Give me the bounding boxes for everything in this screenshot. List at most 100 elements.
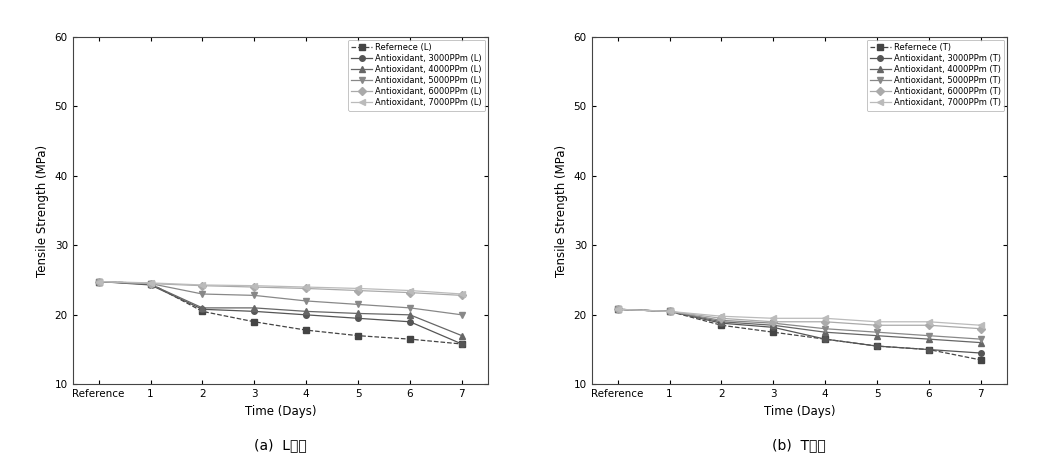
Antioxidant, 5000PPm (T) <box>975 336 987 342</box>
Line: Antioxidant, 5000PPm (L): Antioxidant, 5000PPm (L) <box>95 279 465 318</box>
Antioxidant, 3000PPm (T) <box>663 308 676 314</box>
Antioxidant, 6000PPm (L) <box>144 281 157 286</box>
Antioxidant, 3000PPm (T) <box>975 350 987 356</box>
Refernece (T) <box>975 357 987 363</box>
Antioxidant, 7000PPm (L) <box>196 282 209 288</box>
X-axis label: Time (Days): Time (Days) <box>245 405 316 418</box>
Antioxidant, 7000PPm (L) <box>404 288 416 294</box>
Text: (a)  L방향: (a) L방향 <box>254 438 306 452</box>
Refernece (L) <box>196 308 209 314</box>
Antioxidant, 7000PPm (L) <box>92 279 105 284</box>
Legend: Refernece (T), Antioxidant, 3000PPm (T), Antioxidant, 4000PPm (T), Antioxidant, : Refernece (T), Antioxidant, 3000PPm (T),… <box>867 39 1005 111</box>
X-axis label: Time (Days): Time (Days) <box>764 405 835 418</box>
Antioxidant, 5000PPm (L) <box>144 281 157 286</box>
Antioxidant, 7000PPm (L) <box>456 291 468 297</box>
Line: Antioxidant, 6000PPm (T): Antioxidant, 6000PPm (T) <box>614 307 984 332</box>
Line: Antioxidant, 3000PPm (T): Antioxidant, 3000PPm (T) <box>614 307 984 356</box>
Refernece (L) <box>248 319 261 325</box>
Refernece (L) <box>404 336 416 342</box>
Antioxidant, 6000PPm (L) <box>300 286 312 291</box>
Antioxidant, 3000PPm (L) <box>404 319 416 325</box>
Antioxidant, 4000PPm (L) <box>300 308 312 314</box>
Refernece (T) <box>819 336 831 342</box>
Legend: Refernece (L), Antioxidant, 3000PPm (L), Antioxidant, 4000PPm (L), Antioxidant, : Refernece (L), Antioxidant, 3000PPm (L),… <box>348 39 486 111</box>
Refernece (T) <box>715 322 728 328</box>
Antioxidant, 6000PPm (T) <box>871 322 883 328</box>
Antioxidant, 7000PPm (T) <box>975 322 987 328</box>
Antioxidant, 4000PPm (T) <box>663 308 676 314</box>
Refernece (T) <box>611 307 624 312</box>
Antioxidant, 6000PPm (L) <box>248 284 261 290</box>
Antioxidant, 5000PPm (T) <box>871 330 883 335</box>
Antioxidant, 3000PPm (T) <box>819 336 831 342</box>
Refernece (L) <box>92 279 105 284</box>
Antioxidant, 4000PPm (T) <box>819 330 831 335</box>
Antioxidant, 7000PPm (L) <box>144 280 157 286</box>
Antioxidant, 6000PPm (L) <box>196 283 209 288</box>
Antioxidant, 5000PPm (T) <box>923 333 935 338</box>
Line: Refernece (L): Refernece (L) <box>95 279 465 347</box>
Antioxidant, 3000PPm (T) <box>871 343 883 349</box>
Antioxidant, 5000PPm (T) <box>767 320 780 326</box>
Antioxidant, 4000PPm (L) <box>144 282 157 287</box>
Antioxidant, 5000PPm (T) <box>715 318 728 323</box>
Antioxidant, 4000PPm (L) <box>248 305 261 311</box>
Antioxidant, 7000PPm (L) <box>300 284 312 290</box>
Line: Antioxidant, 4000PPm (L): Antioxidant, 4000PPm (L) <box>95 279 465 338</box>
Refernece (T) <box>871 343 883 349</box>
Antioxidant, 3000PPm (L) <box>456 341 468 347</box>
Antioxidant, 7000PPm (L) <box>248 283 261 288</box>
Antioxidant, 4000PPm (L) <box>196 305 209 311</box>
Antioxidant, 3000PPm (L) <box>144 282 157 288</box>
Antioxidant, 5000PPm (L) <box>300 298 312 304</box>
Antioxidant, 6000PPm (L) <box>456 293 468 298</box>
Antioxidant, 5000PPm (L) <box>196 291 209 297</box>
Antioxidant, 5000PPm (L) <box>352 302 364 307</box>
Antioxidant, 4000PPm (T) <box>975 340 987 345</box>
Antioxidant, 4000PPm (T) <box>611 307 624 312</box>
Y-axis label: Tensile Strength (MPa): Tensile Strength (MPa) <box>36 144 49 277</box>
Refernece (L) <box>456 341 468 347</box>
Antioxidant, 5000PPm (L) <box>404 305 416 311</box>
Antioxidant, 7000PPm (T) <box>923 319 935 325</box>
Line: Antioxidant, 4000PPm (T): Antioxidant, 4000PPm (T) <box>614 307 984 345</box>
Antioxidant, 6000PPm (T) <box>611 307 624 312</box>
Antioxidant, 4000PPm (L) <box>456 333 468 338</box>
Line: Antioxidant, 7000PPm (L): Antioxidant, 7000PPm (L) <box>95 279 465 297</box>
Antioxidant, 6000PPm (L) <box>92 279 105 284</box>
Refernece (L) <box>144 281 157 286</box>
Antioxidant, 4000PPm (T) <box>767 322 780 328</box>
Antioxidant, 7000PPm (T) <box>871 319 883 325</box>
Y-axis label: Tensile Strength (MPa): Tensile Strength (MPa) <box>555 144 568 277</box>
Antioxidant, 6000PPm (L) <box>404 290 416 295</box>
Antioxidant, 6000PPm (L) <box>352 288 364 294</box>
Antioxidant, 6000PPm (T) <box>663 308 676 314</box>
Antioxidant, 3000PPm (T) <box>767 325 780 330</box>
Line: Refernece (T): Refernece (T) <box>614 307 984 363</box>
Antioxidant, 4000PPm (L) <box>404 312 416 318</box>
Antioxidant, 6000PPm (T) <box>767 319 780 325</box>
Antioxidant, 7000PPm (T) <box>767 316 780 321</box>
Antioxidant, 6000PPm (T) <box>715 316 728 321</box>
Refernece (T) <box>923 347 935 352</box>
Antioxidant, 3000PPm (L) <box>196 307 209 312</box>
Antioxidant, 5000PPm (L) <box>456 312 468 318</box>
Line: Antioxidant, 5000PPm (T): Antioxidant, 5000PPm (T) <box>614 307 984 342</box>
Antioxidant, 7000PPm (L) <box>352 286 364 291</box>
Antioxidant, 6000PPm (T) <box>975 326 987 332</box>
Antioxidant, 4000PPm (T) <box>923 336 935 342</box>
Antioxidant, 3000PPm (L) <box>352 316 364 321</box>
Text: (b)  T방향: (b) T방향 <box>772 438 826 452</box>
Antioxidant, 7000PPm (T) <box>715 313 728 319</box>
Antioxidant, 4000PPm (L) <box>92 279 105 284</box>
Antioxidant, 7000PPm (T) <box>819 316 831 321</box>
Antioxidant, 3000PPm (T) <box>715 320 728 326</box>
Antioxidant, 5000PPm (T) <box>611 307 624 312</box>
Antioxidant, 6000PPm (T) <box>819 319 831 325</box>
Antioxidant, 3000PPm (L) <box>248 308 261 314</box>
Antioxidant, 3000PPm (L) <box>92 279 105 284</box>
Line: Antioxidant, 7000PPm (T): Antioxidant, 7000PPm (T) <box>614 307 984 328</box>
Antioxidant, 3000PPm (T) <box>611 307 624 312</box>
Refernece (T) <box>767 330 780 335</box>
Refernece (T) <box>663 308 676 314</box>
